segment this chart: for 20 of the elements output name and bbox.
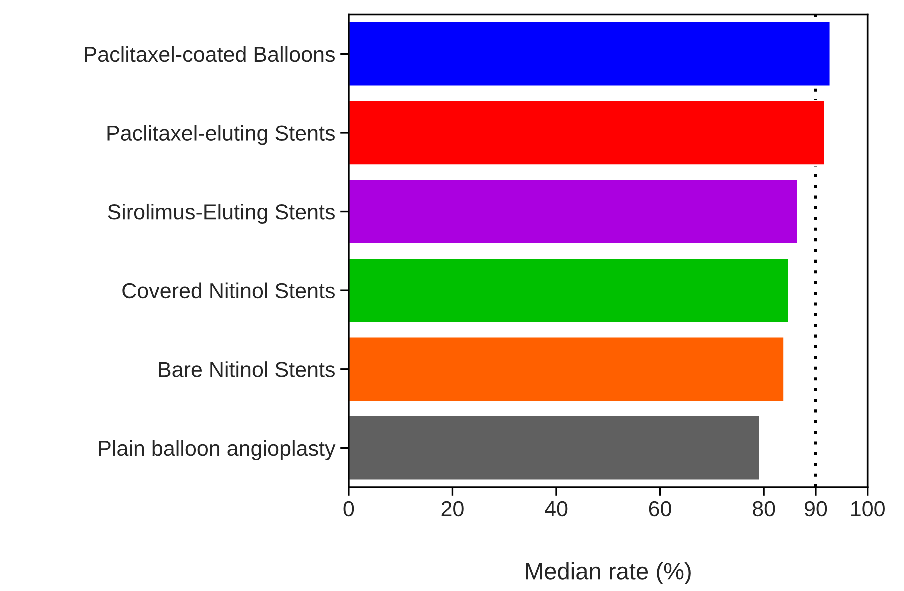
x-tick-label: 100 — [852, 501, 885, 517]
x-tick-label: 0 — [344, 501, 354, 517]
y-tick-label: Paclitaxel-eluting Stents — [108, 125, 335, 146]
bar — [348, 100, 826, 166]
x-tick-label: 90 — [804, 501, 828, 517]
bar — [348, 336, 785, 402]
x-tick-label: 60 — [649, 501, 672, 517]
bar — [348, 21, 832, 88]
x-axis-title: Median rate (%) — [526, 562, 691, 585]
y-tick-label: Covered Nitinol Stents — [122, 282, 335, 299]
x-tick-label: 20 — [442, 501, 464, 517]
bar — [348, 178, 798, 245]
x-tick-label: 80 — [753, 501, 776, 517]
y-tick-label: Sirolimus-Eluting Stents — [108, 204, 335, 224]
y-tick-label: Paclitaxel-coated Balloons — [85, 46, 335, 62]
bar — [348, 258, 790, 324]
y-tick-label: Plain balloon angioplasty — [99, 440, 336, 460]
x-tick-label: 40 — [545, 501, 568, 517]
bar — [348, 415, 761, 482]
y-tick-label: Bare Nitinol Stents — [159, 362, 335, 378]
